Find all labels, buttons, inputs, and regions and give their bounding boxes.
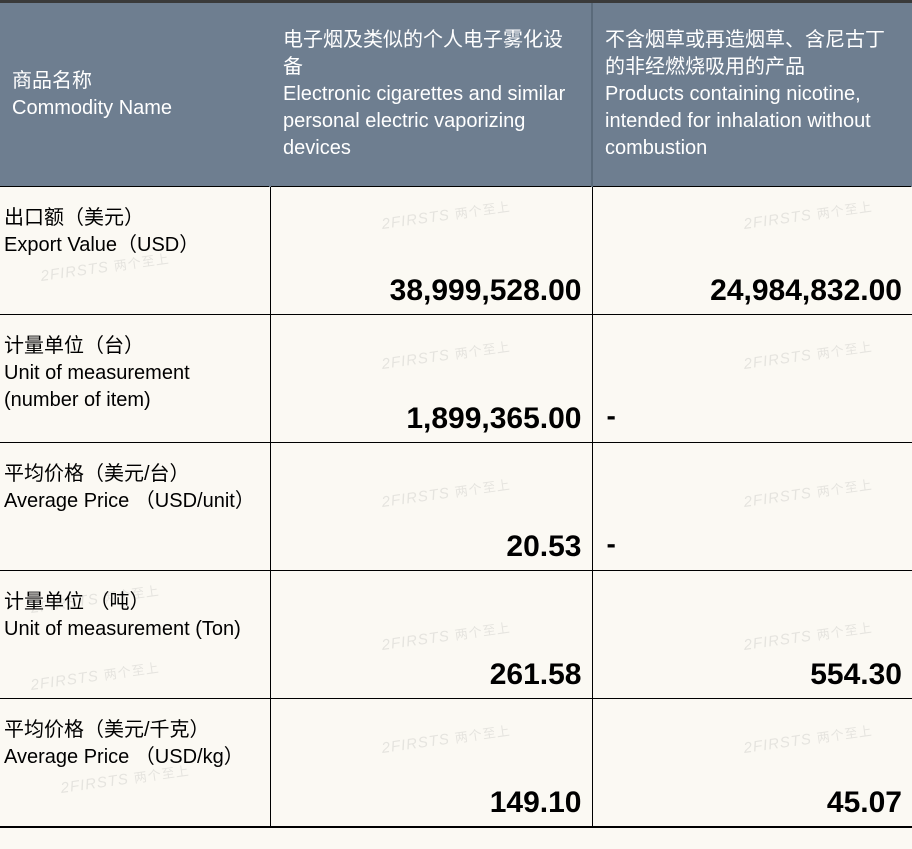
table-row: 平均价格（美元/台） Average Price （USD/unit） 2FIR… xyxy=(0,443,912,571)
row-val2-cell: 2FIRSTS 两个至上 - xyxy=(592,443,912,571)
table-row: 计量单位 （吨） Unit of measurement (Ton) 2FIRS… xyxy=(0,571,912,699)
row-label-en: Unit of measurement (Ton) xyxy=(4,616,260,643)
watermark-text: 2FIRSTS 两个至上 xyxy=(29,657,160,694)
export-data-table: 商品名称 Commodity Name 电子烟及类似的个人电子雾化设备 Elec… xyxy=(0,0,912,828)
table-row: 平均价格（美元/千克） Average Price （USD/kg） 2FIRS… xyxy=(0,699,912,827)
row-label-cell: 平均价格（美元/台） Average Price （USD/unit） xyxy=(0,443,270,571)
row-val1-cell: 2FIRSTS 两个至上 1,899,365.00 xyxy=(270,315,592,443)
row-val2-cell: 2FIRSTS 两个至上 24,984,832.00 xyxy=(592,187,912,315)
header-row: 商品名称 Commodity Name 电子烟及类似的个人电子雾化设备 Elec… xyxy=(0,2,912,187)
header-col2-en: Products containing nicotine, intended f… xyxy=(605,81,899,162)
header-ecig: 电子烟及类似的个人电子雾化设备 Electronic cigarettes an… xyxy=(270,2,592,187)
watermark-text: 2FIRSTS 两个至上 xyxy=(742,617,873,654)
header-col0-en: Commodity Name xyxy=(12,95,257,122)
watermark-text: 2FIRSTS 两个至上 xyxy=(742,720,873,757)
row-val1: 38,999,528.00 xyxy=(390,274,582,308)
watermark-text: 2FIRSTS 两个至上 xyxy=(380,196,511,233)
row-label-cn: 计量单位（台） xyxy=(4,333,260,360)
watermark-text: 2FIRSTS 两个至上 xyxy=(380,336,511,373)
row-val1: 1,899,365.00 xyxy=(406,402,581,436)
row-val2: 24,984,832.00 xyxy=(710,274,902,308)
header-col1-en: Electronic cigarettes and similar person… xyxy=(283,81,579,162)
row-label-cell: 出口额（美元） Export Value（USD） 2FIRSTS 两个至上 xyxy=(0,187,270,315)
table-row: 计量单位（台） Unit of measurement (number of i… xyxy=(0,315,912,443)
watermark-text: 2FIRSTS 两个至上 xyxy=(380,617,511,654)
row-label-cell: 计量单位 （吨） Unit of measurement (Ton) 2FIRS… xyxy=(0,571,270,699)
header-col0-cn: 商品名称 xyxy=(12,68,257,95)
row-val2: - xyxy=(607,528,616,560)
row-val1: 20.53 xyxy=(506,530,581,564)
row-label-cell: 计量单位（台） Unit of measurement (number of i… xyxy=(0,315,270,443)
row-val1-cell: 2FIRSTS 两个至上 149.10 xyxy=(270,699,592,827)
row-val1-cell: 2FIRSTS 两个至上 261.58 xyxy=(270,571,592,699)
watermark-text: 2FIRSTS 两个至上 xyxy=(742,196,873,233)
row-val1-cell: 2FIRSTS 两个至上 38,999,528.00 xyxy=(270,187,592,315)
row-label-en: Average Price （USD/unit） xyxy=(4,488,260,515)
row-label-cell: 平均价格（美元/千克） Average Price （USD/kg） 2FIRS… xyxy=(0,699,270,827)
row-val2: - xyxy=(607,400,616,432)
row-val2: 554.30 xyxy=(810,658,902,692)
row-label-cn: 计量单位 （吨） xyxy=(4,589,260,616)
row-label-en: Export Value（USD） xyxy=(4,232,260,259)
row-val1: 149.10 xyxy=(490,786,582,820)
watermark-text: 2FIRSTS 两个至上 xyxy=(380,474,511,511)
row-val1: 261.58 xyxy=(490,658,582,692)
row-label-en: Unit of measurement (number of item) xyxy=(4,360,260,414)
row-label-cn: 平均价格（美元/台） xyxy=(4,461,260,488)
header-col1-cn: 电子烟及类似的个人电子雾化设备 xyxy=(283,27,579,81)
row-val2-cell: 2FIRSTS 两个至上 45.07 xyxy=(592,699,912,827)
row-label-cn: 平均价格（美元/千克） xyxy=(4,717,260,744)
header-col2-cn: 不含烟草或再造烟草、含尼古丁的非经燃烧吸用的产品 xyxy=(605,27,899,81)
watermark-text: 2FIRSTS 两个至上 xyxy=(742,474,873,511)
header-nicotine-products: 不含烟草或再造烟草、含尼古丁的非经燃烧吸用的产品 Products contai… xyxy=(592,2,912,187)
watermark-text: 2FIRSTS 两个至上 xyxy=(380,720,511,757)
row-label-en: Average Price （USD/kg） xyxy=(4,744,260,771)
table-body: 出口额（美元） Export Value（USD） 2FIRSTS 两个至上 2… xyxy=(0,187,912,827)
row-label-cn: 出口额（美元） xyxy=(4,205,260,232)
watermark-text: 2FIRSTS 两个至上 xyxy=(742,336,873,373)
row-val2-cell: 2FIRSTS 两个至上 554.30 xyxy=(592,571,912,699)
row-val2-cell: 2FIRSTS 两个至上 - xyxy=(592,315,912,443)
table-row: 出口额（美元） Export Value（USD） 2FIRSTS 两个至上 2… xyxy=(0,187,912,315)
row-val2: 45.07 xyxy=(827,786,902,820)
header-commodity-name: 商品名称 Commodity Name xyxy=(0,2,270,187)
row-val1-cell: 2FIRSTS 两个至上 20.53 xyxy=(270,443,592,571)
